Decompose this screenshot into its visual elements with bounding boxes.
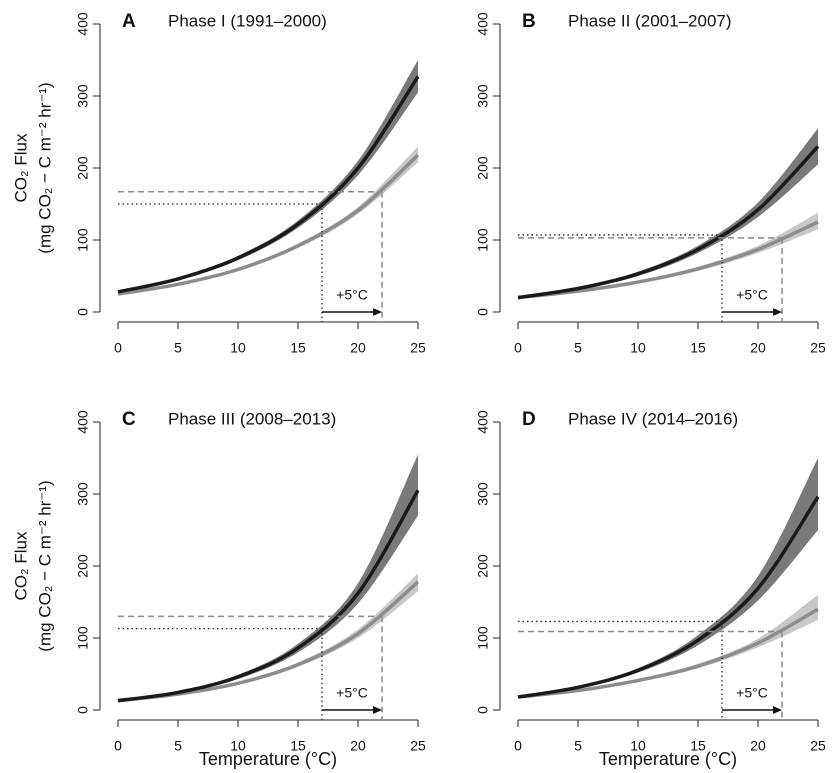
arrow-head — [773, 706, 782, 714]
y-tick-label: 100 — [75, 626, 91, 650]
x-tick-label: 5 — [574, 738, 582, 754]
y-tick-label: 0 — [75, 308, 91, 316]
x-tick-label: 25 — [810, 340, 826, 356]
y-tick-label: 200 — [475, 156, 491, 180]
arrow-head — [373, 308, 382, 316]
fit-line — [517, 220, 819, 300]
fit-line — [117, 153, 420, 296]
panel-title: Phase II (2001–2007) — [568, 11, 732, 30]
x-tick-label: 5 — [574, 340, 582, 356]
panel: 0 100 200 300 400 0 5 10 15 20 25 +5°C B Phase II (20… — [475, 11, 826, 356]
x-tick-label: 10 — [630, 340, 646, 356]
x-tick-label: 25 — [410, 340, 426, 356]
y-tick-label: 300 — [475, 84, 491, 108]
x-tick-label: 10 — [230, 340, 246, 356]
arrow-head — [373, 706, 382, 714]
x-tick-label: 0 — [114, 738, 122, 754]
y-axis-label: CO₂ Flux — [11, 531, 30, 600]
x-tick-label: 20 — [350, 738, 366, 754]
x-tick-label: 20 — [750, 340, 766, 356]
y-axis-label: CO₂ Flux — [11, 133, 30, 202]
x-tick-label: 10 — [230, 738, 246, 754]
y-tick-label: 0 — [475, 706, 491, 714]
fit-line — [517, 495, 820, 699]
y-tick-label: 200 — [75, 554, 91, 578]
fit-line — [117, 489, 420, 703]
fit-line — [517, 145, 820, 300]
y-tick-label: 100 — [475, 626, 491, 650]
x-axis-label: Temperature (°C) — [199, 749, 337, 769]
panel-letter: A — [122, 11, 136, 32]
y-tick-label: 400 — [75, 410, 91, 434]
panel-letter: C — [122, 409, 136, 430]
y-tick-label: 0 — [75, 706, 91, 714]
panel-letter: D — [522, 409, 536, 430]
y-tick-label: 0 — [475, 308, 491, 316]
y-tick-label: 200 — [75, 156, 91, 180]
x-tick-label: 0 — [514, 738, 522, 754]
y-tick-label: 400 — [75, 12, 91, 36]
confidence-band — [118, 573, 418, 702]
x-axis-label: Temperature (°C) — [599, 749, 737, 769]
x-tick-label: 15 — [290, 340, 306, 356]
y-tick-label: 300 — [75, 482, 91, 506]
x-tick-label: 25 — [410, 738, 426, 754]
fit-line — [517, 607, 819, 699]
arrow-head — [773, 308, 782, 316]
warming-annotation: +5°C — [736, 287, 768, 303]
warming-annotation: +5°C — [336, 287, 368, 303]
warming-annotation: +5°C — [736, 685, 768, 701]
panel: 0 100 200 300 400 0 5 10 15 20 25 +5°C A Phase I (199… — [11, 11, 426, 356]
fit-line — [117, 580, 420, 703]
x-tick-label: 0 — [514, 340, 522, 356]
y-tick-label: 300 — [475, 482, 491, 506]
x-tick-label: 20 — [750, 738, 766, 754]
y-tick-label: 300 — [75, 84, 91, 108]
confidence-band — [518, 458, 818, 698]
fit-line — [117, 75, 420, 294]
x-tick-label: 15 — [290, 738, 306, 754]
panel-title: Phase III (2008–2013) — [168, 409, 336, 428]
x-tick-label: 0 — [114, 340, 122, 356]
y-tick-label: 100 — [75, 228, 91, 252]
warming-annotation: +5°C — [336, 685, 368, 701]
x-tick-label: 15 — [690, 738, 706, 754]
x-tick-label: 5 — [174, 738, 182, 754]
y-tick-label: 400 — [475, 12, 491, 36]
confidence-band — [118, 146, 418, 295]
y-tick-label: 200 — [475, 554, 491, 578]
y-tick-label: 400 — [475, 410, 491, 434]
panel-title: Phase IV (2014–2016) — [568, 409, 738, 428]
x-tick-label: 10 — [630, 738, 646, 754]
y-axis-label: (mg CO₂ − C m⁻² hr⁻¹) — [35, 82, 54, 253]
panel-letter: B — [522, 11, 536, 32]
panel-title: Phase I (1991–2000) — [168, 11, 327, 30]
x-tick-label: 5 — [174, 340, 182, 356]
x-tick-label: 15 — [690, 340, 706, 356]
x-tick-label: 20 — [350, 340, 366, 356]
confidence-band — [518, 128, 818, 299]
y-axis-label: (mg CO₂ − C m⁻² hr⁻¹) — [35, 480, 54, 651]
panel: 0 100 200 300 400 0 5 10 15 20 25 +5°C C Phase III (2… — [11, 409, 426, 769]
y-tick-label: 100 — [475, 228, 491, 252]
x-tick-label: 25 — [810, 738, 826, 754]
panel: 0 100 200 300 400 0 5 10 15 20 25 +5°C D Phase IV (20… — [475, 409, 826, 769]
confidence-band — [518, 594, 818, 698]
confidence-band — [518, 212, 818, 299]
